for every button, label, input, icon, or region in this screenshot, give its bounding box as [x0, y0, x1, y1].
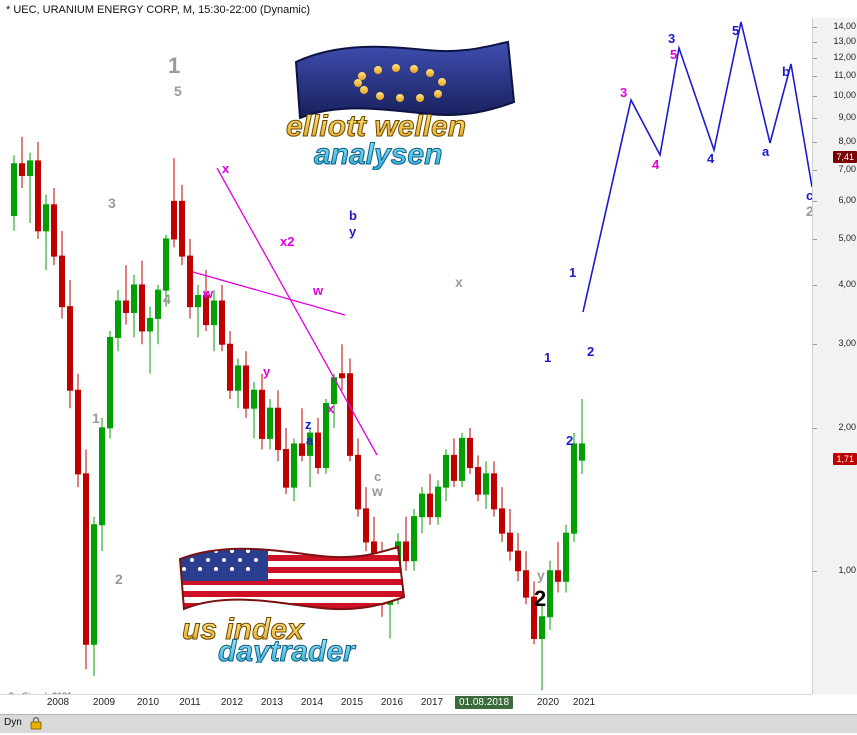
price-tick-label: 13,00: [833, 35, 856, 46]
price-tick-mark: [813, 41, 817, 43]
time-tick-label: 2020: [536, 697, 560, 708]
wave-label: 3: [668, 31, 676, 46]
price-tick-label: 8,00: [838, 136, 856, 147]
time-tick-label: 2010: [136, 697, 160, 708]
elliott-wellen-logo: elliott wellen analysen: [278, 40, 540, 172]
price-scale[interactable]: 14,00 13,00 12,00 11,00 10,00 9,00 8,00 7,00 6,0…: [812, 18, 857, 694]
price-tick-mark: [813, 169, 817, 171]
price-tick-label: 14,00: [833, 20, 856, 31]
wave-label: c: [806, 188, 812, 203]
price-tick-label: 9,00: [838, 111, 856, 122]
time-tick-label: 2008: [46, 697, 70, 708]
wave-label: 1: [544, 350, 552, 365]
wave-label: x: [222, 161, 230, 176]
wave-label: 4: [163, 291, 171, 307]
price-tick-mark: [813, 570, 817, 572]
wave-label: y: [349, 224, 357, 239]
time-tick-label: 2021: [572, 697, 596, 708]
wave-label: 2: [115, 571, 123, 587]
price-tick-mark: [813, 142, 817, 144]
price-tick-label: 7,00: [838, 163, 856, 174]
wave-label: a: [306, 433, 314, 448]
price-tick-mark: [813, 201, 817, 203]
wave-label: 2: [566, 433, 574, 448]
us-index-daytrader-logo: us index daytrader: [172, 543, 462, 669]
wave-label: 3: [620, 85, 628, 100]
wave-label: 2: [587, 344, 595, 359]
logo-text-daytrader: daytrader: [218, 635, 357, 663]
time-tick-label: 2012: [220, 697, 244, 708]
wave-label: x2: [280, 234, 295, 249]
price-tick-mark: [813, 76, 817, 78]
price-tick-label: 3,00: [838, 338, 856, 349]
price-tick-label: 4,00: [838, 278, 856, 289]
wave-label: a: [762, 144, 770, 159]
time-tick-label: 2016: [380, 697, 404, 708]
wave-label: w: [203, 286, 214, 301]
price-tick-mark: [813, 284, 817, 286]
logo-text-elliott: elliott wellen: [286, 110, 466, 143]
logo-text-analysen: analysen: [314, 138, 442, 170]
chart-title: * UEC, URANIUM ENERGY CORP, M, 15:30-22:…: [6, 4, 311, 16]
price-tick-label: 10,00: [833, 90, 856, 101]
wave-label: y: [537, 567, 545, 583]
wave-label: 1: [168, 53, 181, 78]
wave-label: w: [372, 483, 383, 499]
wave-label: 1: [92, 410, 100, 426]
price-tick-label: 6,00: [838, 195, 856, 206]
logo-text-us-index: us index: [182, 613, 305, 646]
price-tick-label: 2,00: [838, 421, 856, 432]
wave-label: x: [455, 274, 463, 290]
wave-label: w: [313, 283, 324, 298]
status-bar: Dyn: [0, 714, 857, 733]
price-tick-mark: [813, 58, 817, 60]
wave-label: x: [327, 401, 335, 416]
wave-label: 4: [652, 157, 660, 172]
secondary-price-tag: 7,41: [833, 150, 857, 163]
wave-label: 3: [108, 195, 116, 211]
dyn-label[interactable]: Dyn: [4, 717, 22, 728]
price-tick-mark: [813, 238, 817, 240]
wave-label: 2: [534, 586, 547, 611]
price-tick-label: 12,00: [833, 52, 856, 63]
wave-label: 5: [174, 83, 182, 99]
wave-label: 1: [723, 18, 734, 22]
wave-label: 2: [806, 203, 812, 219]
wave-label: b: [349, 208, 357, 223]
last-price-tag: 1,71: [833, 453, 857, 466]
price-tick-mark: [813, 344, 817, 346]
wave-label: 5: [670, 47, 678, 62]
lock-icon[interactable]: [30, 717, 42, 730]
price-tick-mark: [813, 117, 817, 119]
wave-label: 1: [569, 265, 577, 280]
wave-label: c: [374, 469, 382, 484]
wave-label: b: [782, 64, 790, 79]
time-tick-label: 2017: [420, 697, 444, 708]
wave-label: z: [305, 417, 312, 432]
price-tick-mark: [813, 427, 817, 429]
wave-label: 4: [707, 151, 715, 166]
price-tick-label: 11,00: [834, 70, 856, 81]
time-tick-label: 2009: [92, 697, 116, 708]
price-tick-mark: [813, 26, 817, 28]
time-axis[interactable]: 2008 2009 2010 2011 2012 2013 2014 2015 2016 2017…: [0, 694, 812, 715]
time-tick-label: 2015: [340, 697, 364, 708]
wave-label: 5: [732, 23, 740, 38]
plot-area[interactable]: 153412xx2wwyxzabycwx1212y23435415abc2: [0, 18, 812, 694]
price-tick-mark: [813, 96, 817, 98]
time-tick-label: 2011: [179, 697, 201, 708]
time-tick-label: 2013: [260, 697, 284, 708]
wave-label: y: [263, 364, 271, 379]
price-tick-label: 5,00: [838, 232, 856, 243]
price-tick-label: 1,00: [838, 564, 856, 575]
time-tick-label: 01.08.2018: [454, 696, 514, 709]
time-tick-label: 2014: [300, 697, 324, 708]
